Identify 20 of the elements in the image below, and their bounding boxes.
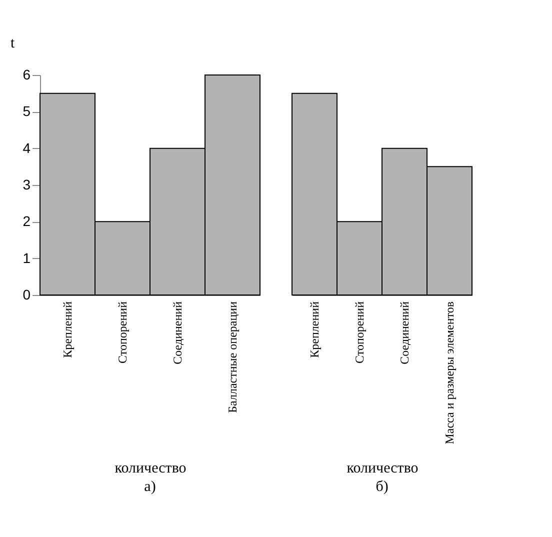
x-tick-label: Балластные операции bbox=[226, 300, 240, 413]
y-tick-label: 2 bbox=[22, 213, 31, 230]
y-tick-label: 5 bbox=[22, 103, 31, 120]
x-tick-label: Креплений bbox=[60, 300, 74, 358]
x-tick-label: Стопорений bbox=[116, 300, 130, 364]
x-axis-title: количество bbox=[114, 460, 186, 476]
text: б) bbox=[376, 479, 388, 495]
y-tick-label: 1 bbox=[22, 250, 31, 266]
x-axis-title: количество bbox=[346, 460, 418, 476]
y-tick-label: 0 bbox=[22, 286, 31, 302]
y-tick-label: 3 bbox=[22, 176, 31, 192]
y-axis-title: t bbox=[10, 36, 16, 52]
x-tick-label: Соединений bbox=[170, 300, 184, 364]
x-tick-label: Масса и размеры элементов bbox=[442, 301, 456, 444]
y-tick-label: 6 bbox=[22, 66, 31, 82]
x-tick-label: Соединений bbox=[398, 300, 412, 364]
x-tick-label: Стопорений bbox=[352, 300, 366, 364]
text: а) bbox=[144, 479, 156, 495]
y-tick-label: 4 bbox=[22, 140, 31, 156]
x-tick-label: Креплений bbox=[308, 300, 322, 358]
